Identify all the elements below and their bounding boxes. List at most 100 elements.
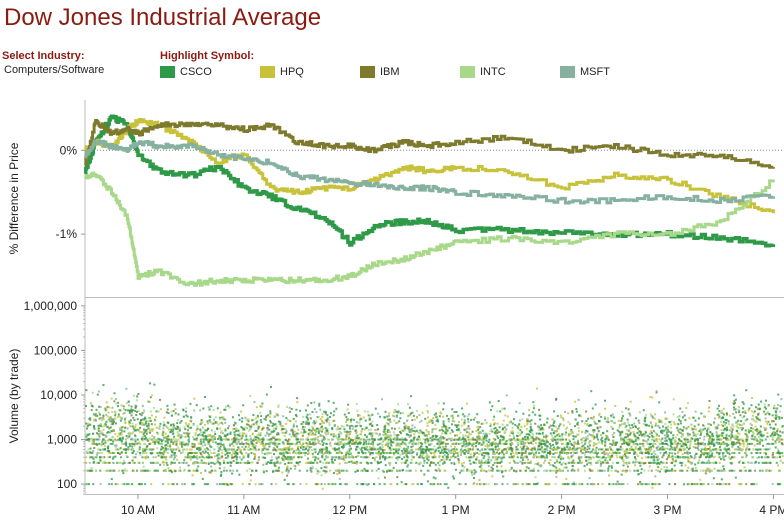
volume-point [740,449,743,452]
volume-point [703,483,706,486]
volume-point [376,443,379,446]
volume-point [534,462,537,465]
volume-point [226,433,229,436]
legend-item-csco[interactable]: CSCO [160,65,212,79]
volume-point [300,456,303,459]
volume-point [270,441,273,444]
volume-point [121,442,124,445]
volume-point [772,407,775,410]
volume-point [641,461,644,464]
volume-point [95,456,98,459]
volume-point [328,450,331,453]
volume-point [505,440,508,443]
volume-point [204,448,207,451]
volume-point [436,418,439,421]
volume-point [680,445,683,448]
volume-point [231,442,234,445]
volume-point [197,442,200,445]
volume-point [531,442,534,445]
volume-point [397,448,400,451]
volume-point [550,434,553,437]
volume-point [544,444,547,447]
legend-item-msft[interactable]: MSFT [560,65,610,79]
volume-point [97,390,100,393]
volume-point [616,441,619,444]
volume-point [259,438,262,441]
volume-point [575,483,578,486]
industry-selector[interactable]: Computers/Software [4,64,105,76]
volume-point [125,438,128,441]
volume-point [678,418,681,421]
volume-point [442,425,445,428]
volume-point [573,445,576,448]
volume-point [720,483,723,486]
volume-point [676,416,679,419]
volume-point [276,444,279,447]
volume-point [316,453,319,456]
volume-point [595,442,598,445]
volume-point [634,446,637,449]
volume-tick-label: 100 [57,477,77,491]
legend-item-intc[interactable]: INTC [460,65,506,79]
volume-point [573,483,576,486]
volume-point [210,451,213,454]
volume-point [455,451,458,454]
volume-point [415,453,418,456]
volume-point [125,442,128,445]
volume-point [514,483,517,486]
volume-point [369,414,372,417]
volume-point [240,458,243,461]
legend-item-hpq[interactable]: HPQ [260,65,304,79]
volume-point [548,483,551,486]
volume-point [313,441,316,444]
volume-point [435,435,438,438]
volume-point [173,440,176,443]
legend-item-ibm[interactable]: IBM [360,65,400,79]
volume-point [410,430,413,433]
volume-point [461,407,464,410]
volume-point [491,467,494,470]
volume-point [406,465,409,468]
volume-point [539,432,542,435]
volume-point [267,451,270,454]
volume-point [628,451,631,454]
volume-point [402,412,405,415]
volume-point [387,423,390,426]
volume-point [131,442,134,445]
volume-point [644,432,647,435]
volume-point [275,461,278,464]
volume-point [347,456,350,459]
volume-point [131,459,134,462]
volume-point [732,412,735,415]
volume-point [553,429,556,432]
volume-point [288,438,291,441]
volume-point [196,451,199,454]
volume-point [403,451,406,454]
volume-point [287,483,290,486]
volume-point [509,456,512,459]
volume-point [546,483,549,486]
volume-point [91,451,94,454]
volume-point [778,416,781,419]
volume-point [634,440,637,443]
volume-point [534,438,537,441]
volume-point [367,442,370,445]
volume-point [408,429,411,432]
volume-point [322,461,325,464]
volume-point [242,428,245,431]
volume-point [748,469,751,472]
volume-point [635,417,638,420]
volume-point [542,451,545,454]
volume-point [349,452,352,455]
volume-point [445,427,448,430]
volume-point [657,424,660,427]
chart-title: Dow Jones Industrial Average [4,4,322,31]
volume-point [436,442,439,445]
volume-point [281,454,284,457]
volume-point [546,469,549,472]
volume-point [343,428,346,431]
volume-point [525,433,528,436]
volume-point [772,434,775,437]
volume-point [495,456,498,459]
volume-point [709,423,712,426]
